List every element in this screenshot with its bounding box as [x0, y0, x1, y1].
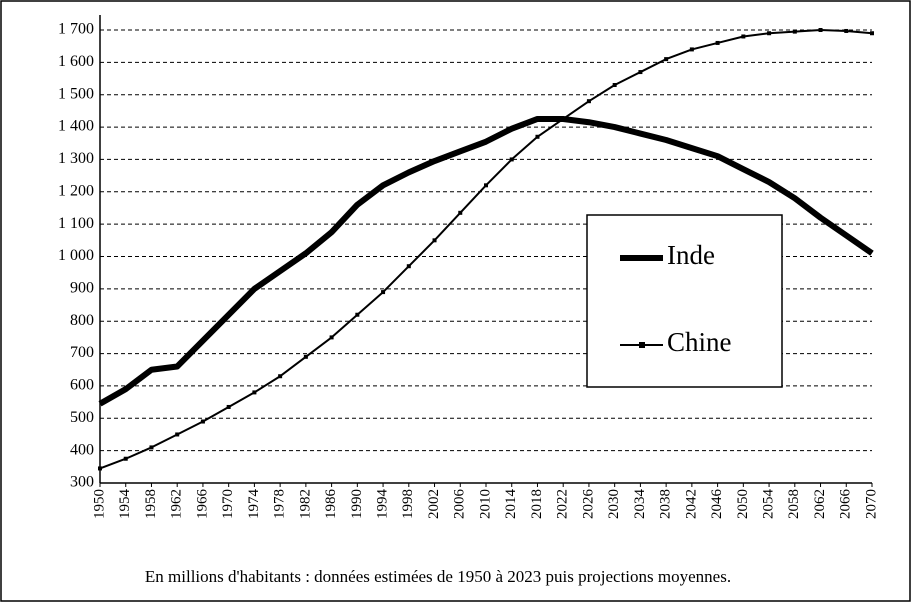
x-tick-label: 2038	[658, 489, 674, 519]
series-marker	[509, 157, 514, 162]
x-tick-label: 2054	[761, 489, 777, 520]
legend-marker	[639, 342, 645, 348]
x-tick-label: 1970	[220, 489, 236, 519]
x-tick-label: 2006	[452, 489, 468, 520]
series-marker	[123, 456, 128, 461]
x-tick-label: 2062	[812, 489, 828, 519]
y-tick-label: 800	[70, 312, 94, 329]
x-tick-label: 1958	[143, 489, 159, 519]
legend-box	[586, 214, 783, 388]
caption: En millions d'habitants : données estimé…	[145, 567, 731, 586]
series-marker	[818, 28, 823, 32]
y-tick-label: 600	[70, 377, 94, 394]
series-marker	[355, 312, 360, 317]
x-tick-label: 1950	[91, 489, 107, 519]
series-marker	[586, 99, 591, 104]
y-tick-label: 1 400	[58, 118, 94, 135]
y-tick-label: 500	[70, 409, 94, 426]
x-tick-label: 2034	[632, 489, 648, 520]
series-marker	[870, 31, 874, 36]
series-marker	[741, 34, 746, 39]
series-marker	[381, 290, 386, 295]
x-tick-label: 2026	[580, 489, 596, 520]
series-marker	[303, 354, 308, 359]
series-marker	[200, 419, 205, 424]
series-marker	[689, 47, 694, 52]
x-tick-label: 2066	[838, 489, 854, 520]
series-marker	[432, 238, 437, 243]
series-marker	[561, 116, 566, 121]
y-tick-label: 900	[70, 280, 94, 297]
series-marker	[638, 70, 643, 75]
y-tick-label: 1 000	[58, 247, 94, 264]
series-marker	[98, 466, 102, 471]
y-tick-label: 400	[70, 441, 94, 458]
x-tick-label: 1978	[272, 489, 288, 519]
x-tick-label: 1966	[194, 489, 210, 520]
x-tick-label: 1990	[349, 489, 365, 519]
y-tick-label: 700	[70, 344, 94, 361]
series-marker	[278, 374, 283, 379]
series-marker	[252, 390, 257, 395]
x-tick-label: 1982	[297, 489, 313, 519]
x-tick-label: 1998	[400, 489, 416, 519]
series-marker	[175, 432, 180, 437]
x-tick-label: 2050	[735, 489, 751, 519]
series-marker	[149, 445, 154, 450]
y-tick-label: 300	[70, 474, 94, 491]
series-marker	[715, 40, 720, 45]
x-tick-label: 1954	[117, 489, 133, 520]
series-marker	[484, 183, 488, 188]
y-tick-label: 1 300	[58, 150, 94, 167]
x-tick-label: 2022	[555, 489, 571, 519]
x-tick-label: 2002	[426, 489, 442, 519]
x-tick-label: 2010	[477, 489, 493, 519]
series-marker	[458, 210, 463, 215]
x-tick-label: 1974	[246, 489, 262, 520]
series-marker	[844, 28, 849, 33]
series-marker	[792, 29, 797, 34]
x-tick-label: 2046	[709, 489, 725, 520]
series-marker	[226, 404, 231, 409]
series-marker	[329, 335, 334, 340]
series-marker	[664, 57, 669, 62]
y-tick-label: 1 100	[58, 215, 94, 232]
x-tick-label: 2018	[529, 489, 545, 519]
x-tick-label: 2030	[606, 489, 622, 519]
x-tick-label: 2058	[786, 489, 802, 519]
y-tick-label: 1 500	[58, 85, 94, 102]
series-marker	[767, 31, 772, 36]
series-line	[98, 115, 874, 407]
legend-label: Chine	[667, 327, 732, 357]
x-tick-label: 2042	[683, 489, 699, 519]
x-tick-label: 1994	[375, 489, 391, 520]
x-tick-label: 2014	[503, 489, 519, 520]
legend-label: Inde	[667, 240, 715, 270]
series-marker	[535, 134, 540, 139]
y-tick-label: 1 200	[58, 182, 94, 199]
x-tick-label: 1962	[169, 489, 185, 519]
series-marker	[406, 264, 411, 269]
x-tick-label: 2070	[863, 489, 879, 519]
x-tick-label: 1986	[323, 489, 339, 520]
y-tick-label: 1 700	[58, 21, 94, 38]
y-tick-label: 1 600	[58, 53, 94, 70]
series-marker	[612, 83, 617, 88]
